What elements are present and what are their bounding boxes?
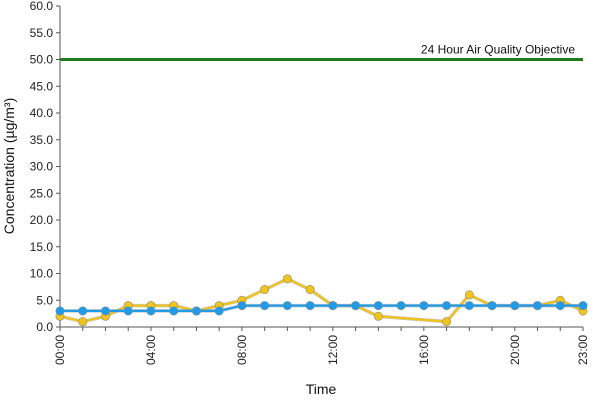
data-point xyxy=(78,317,88,327)
data-point xyxy=(100,306,110,316)
y-tick-label: 0.0 xyxy=(36,320,53,334)
x-tick-label: 12:00 xyxy=(326,335,340,365)
y-tick-label: 60.0 xyxy=(30,0,54,13)
data-point xyxy=(55,306,65,316)
data-point xyxy=(464,301,474,311)
data-point xyxy=(78,306,88,316)
series-group xyxy=(55,274,588,327)
data-point xyxy=(442,317,452,327)
data-point xyxy=(487,301,497,311)
data-point xyxy=(191,306,201,316)
series-1 xyxy=(55,274,588,327)
data-point xyxy=(146,306,156,316)
data-point xyxy=(555,301,565,311)
y-tick-label: 25.0 xyxy=(30,186,54,200)
y-axis-title: Concentration (µg/m³) xyxy=(1,98,17,234)
objective-line-group: 24 Hour Air Quality Objective xyxy=(60,43,583,61)
series-2 xyxy=(55,301,588,316)
data-point xyxy=(373,301,383,311)
data-point xyxy=(533,301,543,311)
y-tick-label: 40.0 xyxy=(30,106,54,120)
x-tick-label: 08:00 xyxy=(235,335,249,365)
data-point xyxy=(373,311,383,321)
data-point xyxy=(260,285,270,295)
x-tick-label: 00:00 xyxy=(53,335,67,365)
data-point xyxy=(510,301,520,311)
series-line xyxy=(59,277,584,323)
data-point xyxy=(305,301,315,311)
y-tick-label: 35.0 xyxy=(30,133,54,147)
y-tick-label: 15.0 xyxy=(30,240,54,254)
y-tick-labels: 0.0 5.0 10.0 15.0 20.0 25.0 30.0 35.0 40.0 45.0 50… xyxy=(30,0,60,334)
y-tick-label: 10.0 xyxy=(30,267,54,281)
data-point xyxy=(169,306,179,316)
x-tick-label: 16:00 xyxy=(417,335,431,365)
y-tick-label: 45.0 xyxy=(30,79,54,93)
x-tick-label: 04:00 xyxy=(144,335,158,365)
data-point xyxy=(328,301,338,311)
data-point xyxy=(396,301,406,311)
x-tick-label: 20:00 xyxy=(508,335,522,365)
data-point xyxy=(237,301,247,311)
data-point xyxy=(464,290,474,300)
data-point xyxy=(351,301,361,311)
y-tick-label: 5.0 xyxy=(36,293,53,307)
y-tick-label: 30.0 xyxy=(30,160,54,174)
data-point xyxy=(442,301,452,311)
series-line-shadow xyxy=(59,277,584,324)
data-point xyxy=(419,301,429,311)
data-point xyxy=(305,285,315,295)
y-tick-label: 50.0 xyxy=(30,53,54,67)
data-point xyxy=(214,306,224,316)
x-tick-label: 23:00 xyxy=(576,335,590,365)
x-tick-labels: 00:00 04:00 08:00 12:00 16:00 20:00 23:00 xyxy=(53,327,590,365)
data-point xyxy=(282,301,292,311)
data-point xyxy=(578,301,588,311)
x-axis-title: Time xyxy=(306,381,337,397)
data-point xyxy=(282,274,292,284)
objective-label: 24 Hour Air Quality Objective xyxy=(421,43,575,57)
data-point xyxy=(123,306,133,316)
y-tick-label: 55.0 xyxy=(30,26,54,40)
data-point xyxy=(260,301,270,311)
y-tick-label: 20.0 xyxy=(30,213,54,227)
